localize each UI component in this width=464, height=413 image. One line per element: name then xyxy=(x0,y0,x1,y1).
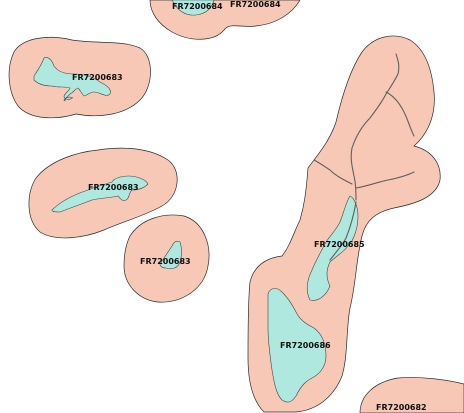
water-right-middle[interactable] xyxy=(306,195,359,301)
water-left-middle[interactable] xyxy=(51,175,149,213)
site-label-top-left[interactable]: FR7200684 xyxy=(172,2,223,11)
river-lower-channel xyxy=(329,201,357,261)
site-label-left-lower[interactable]: FR7200683 xyxy=(140,257,191,266)
river-tributary-west xyxy=(313,159,353,185)
water-right-lower[interactable] xyxy=(267,288,327,403)
water-bodies xyxy=(33,0,359,403)
river-tributary-east xyxy=(355,171,415,189)
river-main xyxy=(350,53,400,201)
water-top[interactable] xyxy=(171,0,215,16)
water-left-lower[interactable] xyxy=(159,240,182,270)
site-label-right-lower[interactable]: FR7200686 xyxy=(280,341,331,350)
buffer-zones xyxy=(8,0,464,413)
site-label-left-middle[interactable]: FR7200683 xyxy=(88,183,139,192)
water-left-upper[interactable] xyxy=(33,57,111,102)
site-label-right-middle[interactable]: FR7200685 xyxy=(314,240,365,249)
site-labels: FR7200684 FR7200684 FR7200683 FR7200683 … xyxy=(72,0,427,412)
site-label-bottom-right[interactable]: FR7200682 xyxy=(376,403,427,412)
site-label-left-upper[interactable]: FR7200683 xyxy=(72,73,123,82)
river-tributary-north xyxy=(385,91,415,137)
buffer-zone-bottom-right[interactable] xyxy=(359,377,464,413)
site-label-top-right[interactable]: FR7200684 xyxy=(230,0,281,9)
river-network xyxy=(313,53,415,261)
